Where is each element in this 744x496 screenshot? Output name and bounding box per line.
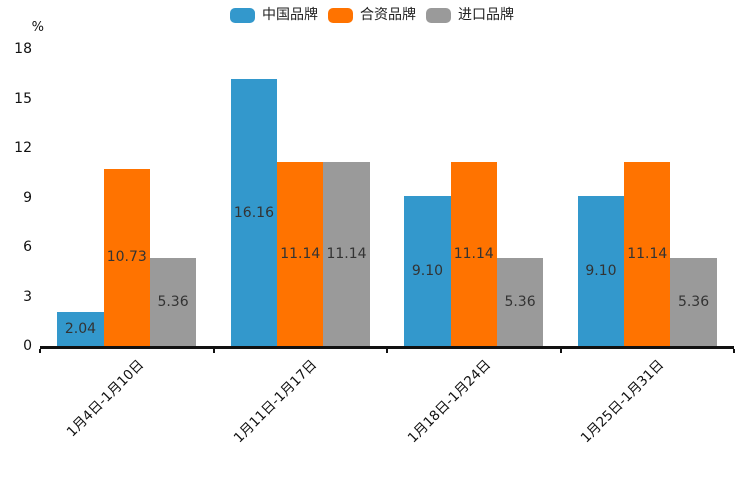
bar-value-label: 9.10	[585, 262, 617, 279]
bar-value-label: 5.36	[504, 293, 536, 310]
x-category-label: 1月18日-1月24日	[404, 356, 494, 447]
bar-value-label: 9.10	[411, 262, 444, 279]
bar-合资品牌	[277, 162, 324, 346]
bar-进口品牌	[149, 257, 197, 346]
bar-value-label: 11.14	[627, 246, 668, 263]
legend-swatch-icon	[426, 8, 451, 23]
legend-item-label: 合资品牌	[360, 7, 416, 23]
x-category-label: 1月4日-1月10日	[63, 356, 147, 441]
x-category-label: 1月25日-1月31日	[578, 356, 668, 447]
x-axis-tick	[733, 348, 735, 353]
x-category-label: 1月11日-1月17日	[231, 356, 321, 447]
bar-进口品牌	[323, 162, 370, 346]
bar-中国品牌	[404, 195, 451, 346]
legend-swatch-icon	[328, 8, 353, 23]
x-axis-tick	[212, 348, 215, 353]
legend-item-label: 进口品牌	[458, 7, 514, 23]
x-axis-tick	[386, 348, 388, 353]
y-axis-unit-label: %	[31, 20, 44, 35]
legend-item-进口品牌: 进口品牌	[426, 8, 514, 23]
y-tick-label: 6	[23, 239, 32, 255]
bar-合资品牌	[103, 168, 150, 346]
bar-value-label: 11.14	[326, 246, 367, 263]
bar-中国品牌	[57, 312, 104, 346]
bar-value-label: 5.36	[677, 293, 710, 310]
bar-中国品牌	[577, 195, 625, 346]
y-tick-label: 3	[23, 288, 32, 305]
legend-item-label: 中国品牌	[262, 7, 318, 23]
y-tick-label: 0	[23, 338, 32, 354]
bar-中国品牌	[230, 79, 278, 346]
chart-legend: 中国品牌 合资品牌 进口品牌	[0, 8, 744, 23]
bar-进口品牌	[496, 257, 544, 346]
y-tick-label: 18	[14, 41, 32, 57]
legend-swatch-icon	[230, 8, 255, 23]
bar-value-label: 11.14	[453, 246, 494, 263]
x-axis-tick	[559, 348, 562, 353]
legend-item-中国品牌: 中国品牌	[230, 8, 318, 23]
bar-合资品牌	[624, 162, 671, 346]
bar-合资品牌	[450, 162, 497, 346]
bar-进口品牌	[670, 257, 717, 346]
x-axis-tick	[39, 348, 41, 353]
y-tick-label: 15	[14, 90, 32, 107]
bar-value-label: 10.73	[106, 249, 147, 266]
bar-value-label: 16.16	[233, 204, 274, 221]
bar-value-label: 5.36	[157, 293, 189, 310]
y-tick-label: 9	[23, 189, 32, 206]
y-tick-label: 12	[14, 140, 32, 156]
x-axis-line	[40, 346, 734, 349]
legend-item-合资品牌: 合资品牌	[328, 8, 416, 23]
bar-value-label: 2.04	[64, 321, 97, 338]
bar-value-label: 11.14	[280, 246, 321, 263]
